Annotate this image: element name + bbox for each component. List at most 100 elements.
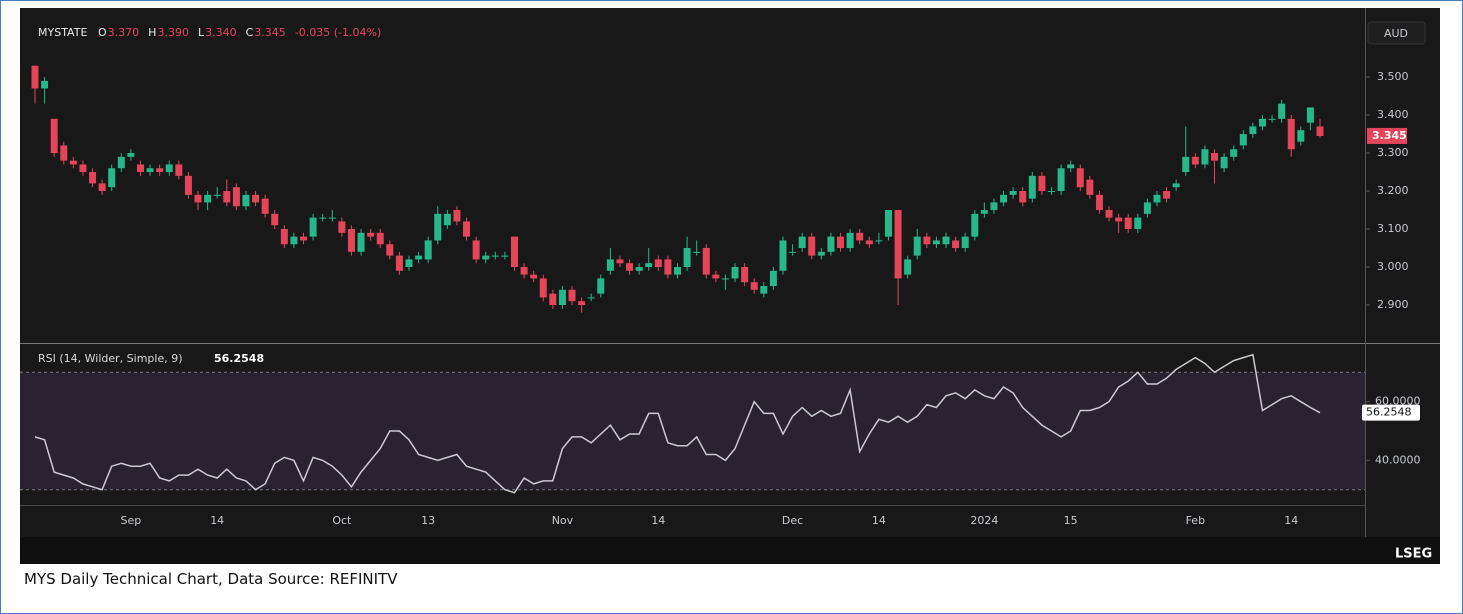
x-tick-label: Nov <box>552 514 574 527</box>
candle-body <box>865 240 873 245</box>
candle-body <box>1086 179 1094 195</box>
candle-body <box>587 297 595 299</box>
candle-body <box>146 168 154 173</box>
candle-body <box>376 232 384 245</box>
candle-body <box>300 236 308 241</box>
candle-body <box>923 236 931 245</box>
candle-body <box>424 240 432 260</box>
candle-body <box>41 80 49 89</box>
candle-body <box>156 168 164 173</box>
candle-body <box>338 221 346 233</box>
candle-body <box>702 248 710 275</box>
candle-body <box>50 118 58 154</box>
candle-body <box>309 217 317 237</box>
candle-body <box>741 267 749 283</box>
candle-body <box>1287 118 1295 150</box>
candle-body <box>405 259 413 268</box>
rsi-band <box>20 372 1365 490</box>
candle-body <box>1268 118 1276 120</box>
candle-body <box>1124 217 1132 230</box>
candle-body <box>645 263 653 268</box>
last-price: 3.345 <box>1372 129 1407 142</box>
candle-body <box>453 210 461 222</box>
candle-body <box>482 255 490 260</box>
last-price-tag <box>1367 127 1407 144</box>
candle-body <box>530 274 538 279</box>
candle-body <box>558 289 566 306</box>
candle-body <box>1000 194 1008 203</box>
candle-body <box>856 232 864 241</box>
x-tick-label: 14 <box>651 514 665 527</box>
ohlc-key: L <box>198 26 205 39</box>
candle-body <box>779 240 787 271</box>
ohlc-key: C <box>246 26 254 39</box>
ohlc-value: 3.345 <box>254 26 286 39</box>
candle-body <box>578 301 586 306</box>
candle-body <box>1028 175 1036 199</box>
candle-body <box>510 236 518 268</box>
candle-body <box>846 232 854 249</box>
candle-body <box>415 255 423 260</box>
candle-body <box>261 198 269 214</box>
candle-body <box>712 274 720 279</box>
candle-body <box>395 255 403 271</box>
candle-body <box>904 259 912 275</box>
candle-body <box>808 236 816 256</box>
candle-body <box>501 255 509 257</box>
candle-body <box>693 251 701 253</box>
candle-body <box>472 240 480 260</box>
candle-body <box>654 259 662 268</box>
candle-body <box>69 160 77 165</box>
candle-body <box>817 251 825 256</box>
ohlc-value: 3.370 <box>108 26 140 39</box>
candle-body <box>1211 153 1219 161</box>
candle-body <box>1182 156 1190 173</box>
candle-body <box>31 65 39 89</box>
candle-body <box>319 217 327 219</box>
x-tick-label: 13 <box>421 514 435 527</box>
candle-body <box>942 236 950 245</box>
x-tick-label: Sep <box>121 514 142 527</box>
footer-bar <box>20 537 1440 564</box>
candle-body <box>184 175 192 195</box>
caption: MYS Daily Technical Chart, Data Source: … <box>24 570 398 588</box>
candle-body <box>674 267 681 275</box>
candle-body <box>1038 175 1046 192</box>
x-tick-label: 14 <box>210 514 224 527</box>
candle-body <box>1297 130 1305 142</box>
currency-button[interactable] <box>1367 21 1426 45</box>
candle-body <box>136 164 144 173</box>
y-tick-label: 3.300 <box>1377 146 1409 159</box>
x-tick-label: Dec <box>782 514 803 527</box>
y-tick-label: 3.400 <box>1377 108 1409 121</box>
x-tick-label: 14 <box>1284 514 1298 527</box>
candle-body <box>367 232 375 237</box>
candle-body <box>280 229 288 245</box>
chart: MYSTATE O 3.370 H 3.390 L 3.340 C 3.345 -0.035 (… <box>20 8 1440 564</box>
candle-body <box>165 164 173 173</box>
y-tick-label: 60.0000 <box>1375 395 1421 408</box>
y-tick-label: 3.000 <box>1377 260 1409 273</box>
ohlc-value: 3.340 <box>205 26 237 39</box>
candle-body <box>357 232 365 252</box>
candle-body <box>750 282 758 290</box>
candle-body <box>932 240 940 245</box>
candle-body <box>443 213 451 226</box>
candle-body <box>1057 168 1065 192</box>
ohlc-key: H <box>148 26 156 39</box>
candle-body <box>386 244 394 256</box>
y-tick-label: 2.900 <box>1377 298 1409 311</box>
rsi-line <box>34 353 1321 494</box>
candle-body <box>60 145 68 161</box>
candle-body <box>1201 149 1209 165</box>
candle-body <box>1067 164 1075 169</box>
y-tick-label: 40.0000 <box>1375 453 1421 466</box>
symbol: MYSTATE <box>38 26 87 39</box>
currency[interactable]: AUD <box>1384 27 1408 40</box>
candle-body <box>1220 156 1228 169</box>
candle-body <box>347 229 355 252</box>
candle-body <box>98 183 106 192</box>
candle-body <box>194 194 202 203</box>
candle-body <box>1258 118 1266 127</box>
candle-body <box>1306 107 1314 123</box>
